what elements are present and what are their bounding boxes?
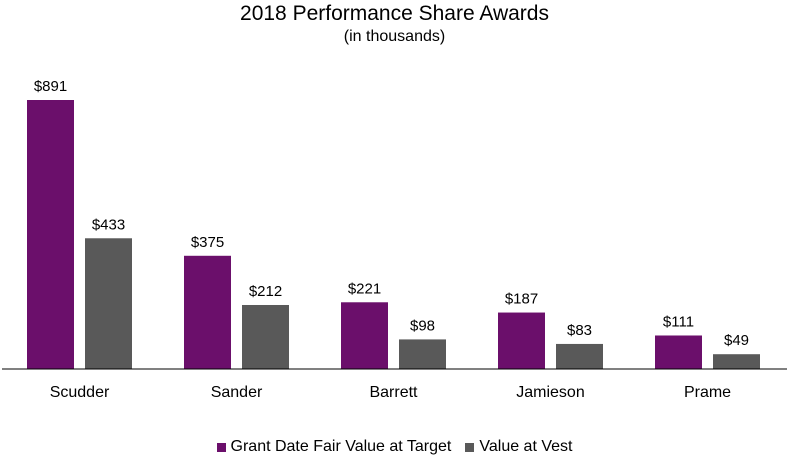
category-label-barrett: Barrett [369,384,418,401]
bar-scudder-s0 [27,100,74,369]
bar-prame-s1 [713,354,760,369]
data-label-jamieson-s0: $187 [505,291,538,308]
category-label-prame: Prame [684,384,731,401]
legend-swatch-target [216,442,226,452]
bar-jamieson-s0 [498,312,545,369]
legend: Grant Date Fair Value at Target Value at… [0,437,789,457]
data-label-sander-s0: $375 [191,234,224,251]
legend-item-vest: Value at Vest [465,437,572,457]
chart-title: 2018 Performance Share Awards [240,2,549,25]
data-label-prame-s1: $49 [724,332,749,349]
bar-jamieson-s1 [556,343,603,369]
category-label-scudder: Scudder [50,384,110,401]
data-label-scudder-s0: $891 [34,78,67,95]
bar-sander-s0 [184,255,231,369]
data-label-scudder-s1: $433 [92,216,125,233]
legend-label-target: Grant Date Fair Value at Target [230,438,452,455]
bar-prame-s0 [655,335,702,369]
category-label-jamieson: Jamieson [516,384,584,401]
legend-item-target: Grant Date Fair Value at Target [216,437,452,457]
data-label-jamieson-s1: $83 [567,322,592,339]
bar-barrett-s1 [399,339,446,369]
data-label-sander-s1: $212 [249,283,282,300]
data-label-prame-s0: $111 [663,313,694,330]
bar-sander-s1 [242,304,289,369]
legend-label-vest: Value at Vest [479,438,573,455]
bar-scudder-s1 [85,238,132,369]
bar-barrett-s0 [341,302,388,369]
chart-subtitle: (in thousands) [343,28,446,45]
category-label-sander: Sander [211,384,263,401]
data-label-barrett-s0: $221 [348,280,381,297]
data-label-barrett-s1: $98 [410,317,435,334]
legend-swatch-vest [465,442,475,452]
